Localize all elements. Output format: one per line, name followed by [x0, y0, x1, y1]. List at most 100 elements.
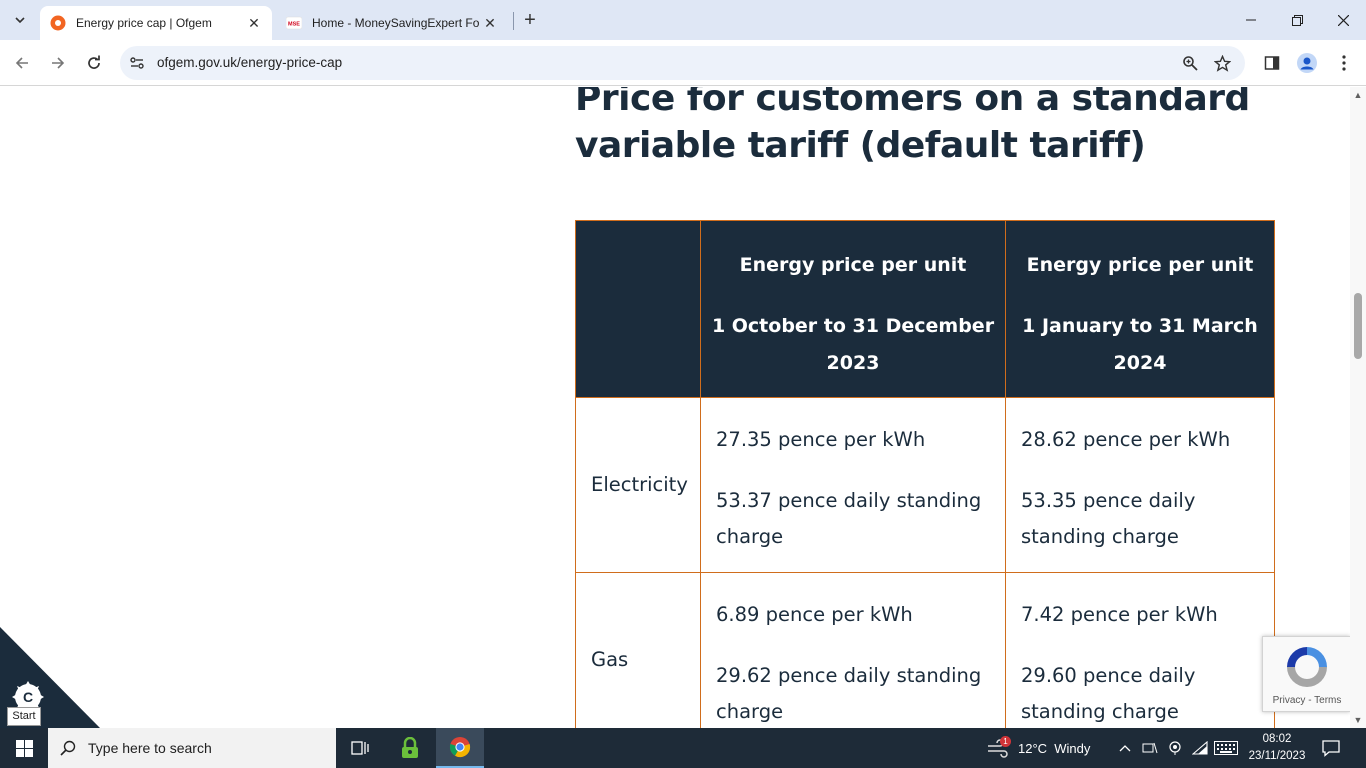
windows-logo-icon [15, 739, 33, 757]
scroll-up-icon[interactable]: ▲ [1353, 90, 1363, 100]
header-period: 1 October to 31 December 2023 [711, 315, 995, 374]
close-icon [1337, 14, 1349, 26]
table-row-electricity: Electricity 27.35 pence per kWh 53.37 pe… [575, 397, 1275, 573]
address-bar[interactable]: ofgem.gov.uk/energy-price-cap [120, 46, 1245, 80]
recaptcha-badge[interactable]: Privacy - Terms [1262, 636, 1350, 712]
table-header-oct-dec: Energy price per unit 1 October to 31 De… [700, 220, 1006, 398]
svg-text:C: C [23, 689, 33, 705]
mse-favicon-text: MSE [288, 22, 300, 28]
scroll-down-icon[interactable]: ▼ [1353, 715, 1363, 725]
clock-time: 08:02 [1262, 733, 1292, 745]
taskbar-search-box[interactable]: Type here to search [48, 728, 336, 768]
tray-input-icon[interactable] [1142, 728, 1158, 768]
table-row-gas: Gas 6.89 pence per kWh 29.62 pence daily… [575, 572, 1275, 728]
unit-rate: 6.89 pence per kWh [716, 603, 913, 626]
standing-charge: 53.37 pence daily standing charge [716, 488, 982, 549]
table-header-jan-mar: Energy price per unit 1 January to 31 Ma… [1005, 220, 1275, 398]
mse-favicon-icon: MSE [286, 16, 302, 30]
page-scrollbar[interactable]: ▲ ▼ [1350, 87, 1366, 728]
more-vert-icon [1342, 55, 1346, 71]
avatar-icon [1297, 53, 1317, 73]
search-icon [48, 740, 88, 756]
minimize-button[interactable] [1228, 0, 1274, 40]
clock-date: 23/11/2023 [1248, 750, 1306, 762]
side-panel-button[interactable] [1258, 49, 1286, 77]
header-period: 1 January to 31 March 2024 [1022, 315, 1258, 374]
recaptcha-icon [1287, 647, 1327, 687]
standing-charge: 29.62 pence daily standing charge [716, 663, 982, 724]
cookie-start-label[interactable]: Start [7, 707, 41, 726]
bookmark-button[interactable] [1211, 53, 1233, 73]
plus-icon: + [524, 8, 536, 31]
notifications-icon [1322, 740, 1340, 757]
table-cell: 6.89 pence per kWh 29.62 pence daily sta… [700, 572, 1006, 728]
reload-icon [88, 55, 100, 69]
close-tab-icon[interactable]: ✕ [484, 14, 496, 31]
star-icon [1213, 54, 1231, 72]
tab-ofgem[interactable]: Energy price cap | Ofgem ✕ [40, 6, 272, 40]
chrome-icon [449, 737, 471, 758]
taskbar-lock-app[interactable] [386, 728, 434, 768]
scrollbar-thumb[interactable] [1354, 293, 1362, 359]
browser-toolbar: ofgem.gov.uk/energy-price-cap [0, 40, 1366, 86]
zoom-button[interactable] [1179, 53, 1201, 73]
unit-rate: 28.62 pence per kWh [1021, 428, 1231, 451]
arrow-right-icon [52, 57, 65, 69]
site-settings-icon[interactable] [128, 54, 146, 72]
wifi-icon [1192, 741, 1208, 755]
header-title: Energy price per unit [1026, 254, 1254, 276]
arrow-left-icon [15, 57, 28, 69]
table-cell: 27.35 pence per kWh 53.37 pence daily st… [700, 397, 1006, 573]
windows-taskbar: Type here to search 1 12°C Windy 08:02 2… [0, 728, 1366, 768]
row-label: Gas [575, 572, 701, 728]
close-window-button[interactable] [1320, 0, 1366, 40]
unit-rate: 7.42 pence per kWh [1021, 603, 1218, 626]
standing-charge: 53.35 pence daily standing charge [1021, 488, 1196, 549]
zoom-icon [1183, 56, 1198, 71]
close-tab-icon[interactable]: ✕ [248, 14, 260, 31]
new-tab-button[interactable]: + [516, 6, 544, 34]
reload-button[interactable] [80, 49, 108, 77]
tray-meet-icon[interactable] [1167, 728, 1183, 768]
task-view-button[interactable] [336, 728, 384, 768]
table-cell: 28.62 pence per kWh 53.35 pence daily st… [1005, 397, 1275, 573]
browser-menu-button[interactable] [1330, 49, 1358, 77]
recaptcha-links[interactable]: Privacy - Terms [1272, 695, 1342, 706]
cookie-settings-button[interactable]: C [0, 627, 100, 728]
tray-keyboard-icon[interactable] [1214, 728, 1238, 768]
restore-button[interactable] [1274, 0, 1320, 40]
tab-title: Energy price cap | Ofgem [76, 16, 212, 30]
table-cell: 7.42 pence per kWh 29.60 pence daily sta… [1005, 572, 1275, 728]
heading-line-1: Price for customers on a standard [575, 87, 1250, 119]
unit-rate: 27.35 pence per kWh [716, 428, 926, 451]
weather-widget[interactable]: 1 12°C Windy [986, 728, 1090, 768]
pen-input-icon [1142, 742, 1158, 754]
header-title: Energy price per unit [739, 254, 967, 276]
standing-charge: 29.60 pence daily standing charge [1021, 663, 1196, 724]
weather-notification-badge: 1 [1000, 736, 1011, 747]
tray-network-icon[interactable] [1192, 728, 1208, 768]
taskbar-clock[interactable]: 08:02 23/11/2023 [1244, 731, 1310, 765]
tab-search-button[interactable] [6, 6, 34, 34]
webcam-icon [1169, 741, 1181, 755]
action-center-button[interactable] [1322, 728, 1340, 768]
tab-moneysavingexpert[interactable]: MSE Home - MoneySavingExpert Fo ✕ [276, 6, 508, 40]
chevron-up-icon [1119, 745, 1131, 752]
ofgem-favicon-icon [50, 15, 66, 31]
taskbar-chrome-app[interactable] [436, 728, 484, 768]
restore-icon [1291, 14, 1303, 26]
tab-divider [513, 12, 514, 30]
search-placeholder: Type here to search [88, 740, 212, 756]
tab-strip: Energy price cap | Ofgem ✕ MSE Home - Mo… [0, 0, 1366, 40]
minimize-icon [1246, 19, 1256, 21]
back-button[interactable] [8, 49, 36, 77]
side-panel-icon [1264, 56, 1280, 70]
profile-button[interactable] [1293, 49, 1321, 77]
forward-button[interactable] [44, 49, 72, 77]
row-label: Electricity [575, 397, 701, 573]
table-header-row: Energy price per unit 1 October to 31 De… [575, 220, 1275, 398]
url-text[interactable]: ofgem.gov.uk/energy-price-cap [157, 55, 343, 70]
start-button[interactable] [0, 728, 48, 768]
section-heading: Price for customers on a standard variab… [575, 87, 1275, 169]
show-hidden-icons-button[interactable] [1118, 728, 1132, 768]
